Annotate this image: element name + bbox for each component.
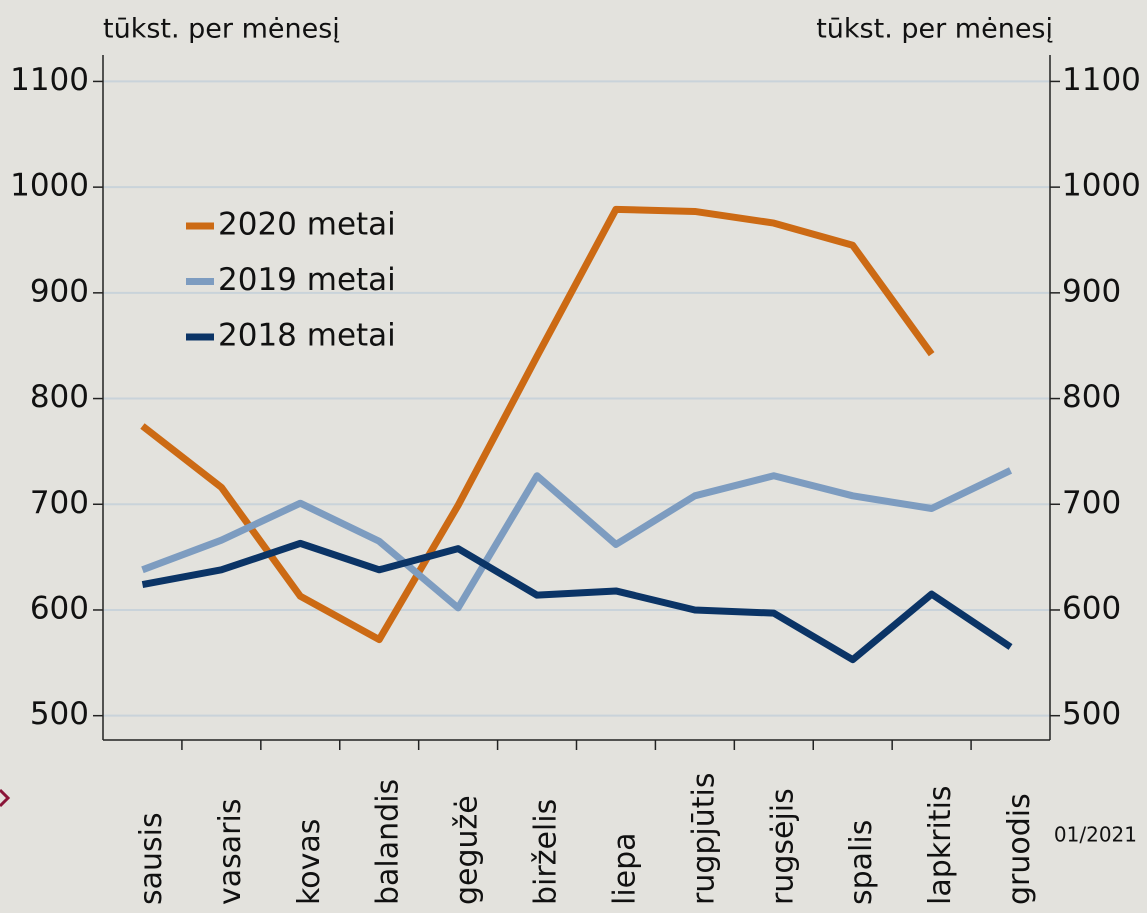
y2-tick-label: 900 <box>1062 273 1121 309</box>
line-series <box>140 205 935 644</box>
x-tick-label: gruodis <box>1002 793 1037 905</box>
x-tick-label: rugpjūtis <box>686 772 721 905</box>
y2-axis-label: tūkst. per mėnesį <box>816 14 1053 45</box>
x-tick-label: balandis <box>371 779 406 905</box>
y2-tick-label: 600 <box>1062 590 1121 626</box>
x-tick-label: vasaris <box>213 799 248 905</box>
y-tick-label: 600 <box>30 590 89 626</box>
y-tick-label: 1000 <box>10 168 89 204</box>
y-tick-label: 700 <box>30 485 89 521</box>
y2-tick-label: 1000 <box>1062 168 1141 204</box>
x-tick-label: kovas <box>292 819 327 905</box>
line-series <box>141 467 1013 612</box>
x-tick-label: sausis <box>134 812 169 905</box>
y-axis-label: tūkst. per mėnesį <box>103 14 340 45</box>
legend-label: 2018 metai <box>218 318 396 354</box>
line-series <box>141 539 1013 664</box>
y2-tick-label: 500 <box>1062 696 1121 732</box>
y2-tick-label: 800 <box>1062 379 1121 415</box>
legend-label: 2020 metai <box>218 207 396 243</box>
x-tick-label: birželis <box>529 799 564 905</box>
y-tick-label: 500 <box>30 696 89 732</box>
y-tick-label: 800 <box>30 379 89 415</box>
annotation: 01/2021 <box>1054 823 1137 847</box>
y2-tick-label: 700 <box>1062 485 1121 521</box>
x-tick-label: spalis <box>844 820 879 905</box>
x-tick-label: lapkritis <box>923 785 958 905</box>
x-tick-label: rugsėjis <box>765 788 800 905</box>
x-tick-label: gegužė <box>450 795 485 905</box>
y-tick-label: 1100 <box>10 62 89 98</box>
legend-label: 2019 metai <box>218 262 396 298</box>
x-tick-label: liepa <box>607 832 642 905</box>
y2-tick-label: 1100 <box>1062 62 1141 98</box>
y-tick-label: 900 <box>30 273 89 309</box>
decoration <box>0 788 11 808</box>
